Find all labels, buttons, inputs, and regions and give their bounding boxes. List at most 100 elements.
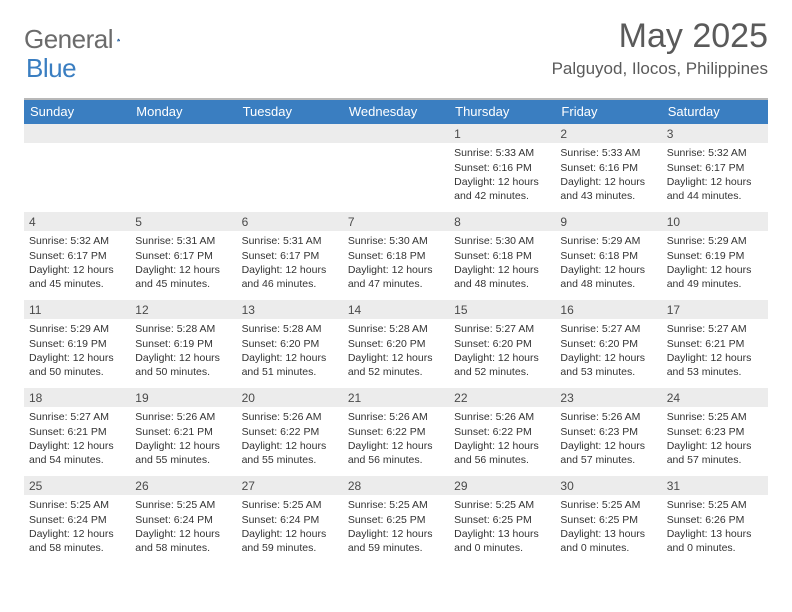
day-number: 23 xyxy=(555,388,661,407)
sunrise-text: Sunrise: 5:31 AM xyxy=(135,234,231,248)
sunrise-text: Sunrise: 5:30 AM xyxy=(348,234,444,248)
day-cell: 14Sunrise: 5:28 AMSunset: 6:20 PMDayligh… xyxy=(343,300,449,388)
sunset-text: Sunset: 6:23 PM xyxy=(560,425,656,439)
day-cell xyxy=(343,124,449,212)
day-cell: 22Sunrise: 5:26 AMSunset: 6:22 PMDayligh… xyxy=(449,388,555,476)
sunset-text: Sunset: 6:21 PM xyxy=(135,425,231,439)
sunset-text: Sunset: 6:26 PM xyxy=(667,513,763,527)
week-row: 11Sunrise: 5:29 AMSunset: 6:19 PMDayligh… xyxy=(24,300,768,388)
daylight-text: Daylight: 12 hours and 56 minutes. xyxy=(454,439,550,467)
day-number: 8 xyxy=(449,212,555,231)
sunrise-text: Sunrise: 5:25 AM xyxy=(29,498,125,512)
day-details: Sunrise: 5:29 AMSunset: 6:18 PMDaylight:… xyxy=(555,231,661,295)
brand-logo: General xyxy=(24,24,143,55)
sunset-text: Sunset: 6:24 PM xyxy=(135,513,231,527)
weekday-header: Thursday xyxy=(449,100,555,124)
daylight-text: Daylight: 12 hours and 52 minutes. xyxy=(348,351,444,379)
daylight-text: Daylight: 12 hours and 44 minutes. xyxy=(667,175,763,203)
day-number: 4 xyxy=(24,212,130,231)
day-number xyxy=(130,124,236,143)
sunrise-text: Sunrise: 5:29 AM xyxy=(560,234,656,248)
daylight-text: Daylight: 12 hours and 58 minutes. xyxy=(135,527,231,555)
day-details: Sunrise: 5:31 AMSunset: 6:17 PMDaylight:… xyxy=(130,231,236,295)
sunset-text: Sunset: 6:19 PM xyxy=(29,337,125,351)
day-cell: 2Sunrise: 5:33 AMSunset: 6:16 PMDaylight… xyxy=(555,124,661,212)
daylight-text: Daylight: 12 hours and 54 minutes. xyxy=(29,439,125,467)
sunrise-text: Sunrise: 5:27 AM xyxy=(29,410,125,424)
daylight-text: Daylight: 12 hours and 48 minutes. xyxy=(560,263,656,291)
daylight-text: Daylight: 12 hours and 48 minutes. xyxy=(454,263,550,291)
day-cell: 28Sunrise: 5:25 AMSunset: 6:25 PMDayligh… xyxy=(343,476,449,564)
sunset-text: Sunset: 6:25 PM xyxy=(454,513,550,527)
day-details: Sunrise: 5:25 AMSunset: 6:25 PMDaylight:… xyxy=(449,495,555,559)
day-cell: 6 Sunrise: 5:31 AMSunset: 6:17 PMDaylight… xyxy=(237,212,343,300)
sunrise-text: Sunrise: 5:26 AM xyxy=(348,410,444,424)
sunrise-text: Sunrise: 5:31 AM xyxy=(242,234,338,248)
day-details: Sunrise: 5:27 AMSunset: 6:20 PMDaylight:… xyxy=(555,319,661,383)
day-details xyxy=(343,143,449,150)
day-cell: 7Sunrise: 5:30 AMSunset: 6:18 PMDaylight… xyxy=(343,212,449,300)
day-number: 2 xyxy=(555,124,661,143)
day-details: Sunrise: 5:25 AMSunset: 6:24 PMDaylight:… xyxy=(130,495,236,559)
daylight-text: Daylight: 12 hours and 45 minutes. xyxy=(135,263,231,291)
title-block: May 2025 Palguyod, Ilocos, Philippines xyxy=(552,18,768,79)
weekday-header: Tuesday xyxy=(237,100,343,124)
day-cell: 16Sunrise: 5:27 AMSunset: 6:20 PMDayligh… xyxy=(555,300,661,388)
day-cell xyxy=(130,124,236,212)
day-details: Sunrise: 5:25 AMSunset: 6:24 PMDaylight:… xyxy=(24,495,130,559)
sunset-text: Sunset: 6:25 PM xyxy=(348,513,444,527)
weekday-header: Monday xyxy=(130,100,236,124)
day-number xyxy=(343,124,449,143)
sunrise-text: Sunrise: 5:27 AM xyxy=(454,322,550,336)
week-row: 1Sunrise: 5:33 AMSunset: 6:16 PMDaylight… xyxy=(24,124,768,212)
day-details: Sunrise: 5:28 AMSunset: 6:19 PMDaylight:… xyxy=(130,319,236,383)
brand-word-1: General xyxy=(24,24,113,55)
daylight-text: Daylight: 12 hours and 46 minutes. xyxy=(242,263,338,291)
day-number: 6 xyxy=(237,212,343,231)
day-cell: 4Sunrise: 5:32 AMSunset: 6:17 PMDaylight… xyxy=(24,212,130,300)
day-cell: 9Sunrise: 5:29 AMSunset: 6:18 PMDaylight… xyxy=(555,212,661,300)
day-cell: 12Sunrise: 5:28 AMSunset: 6:19 PMDayligh… xyxy=(130,300,236,388)
day-cell: 31Sunrise: 5:25 AMSunset: 6:26 PMDayligh… xyxy=(662,476,768,564)
sunrise-text: Sunrise: 5:27 AM xyxy=(560,322,656,336)
week-row: 25Sunrise: 5:25 AMSunset: 6:24 PMDayligh… xyxy=(24,476,768,564)
brand-word-2: Blue xyxy=(26,53,76,83)
month-title: May 2025 xyxy=(552,18,768,55)
sunrise-text: Sunrise: 5:25 AM xyxy=(454,498,550,512)
day-cell: 30Sunrise: 5:25 AMSunset: 6:25 PMDayligh… xyxy=(555,476,661,564)
day-details: Sunrise: 5:27 AMSunset: 6:21 PMDaylight:… xyxy=(24,407,130,471)
location-subtitle: Palguyod, Ilocos, Philippines xyxy=(552,59,768,79)
day-cell: 21Sunrise: 5:26 AMSunset: 6:22 PMDayligh… xyxy=(343,388,449,476)
sunset-text: Sunset: 6:20 PM xyxy=(560,337,656,351)
sunset-text: Sunset: 6:17 PM xyxy=(242,249,338,263)
day-number: 10 xyxy=(662,212,768,231)
daylight-text: Daylight: 12 hours and 47 minutes. xyxy=(348,263,444,291)
day-cell: 20Sunrise: 5:26 AMSunset: 6:22 PMDayligh… xyxy=(237,388,343,476)
daylight-text: Daylight: 12 hours and 55 minutes. xyxy=(135,439,231,467)
day-number: 26 xyxy=(130,476,236,495)
daylight-text: Daylight: 12 hours and 58 minutes. xyxy=(29,527,125,555)
sunset-text: Sunset: 6:22 PM xyxy=(348,425,444,439)
day-number: 24 xyxy=(662,388,768,407)
sunset-text: Sunset: 6:18 PM xyxy=(348,249,444,263)
day-number: 9 xyxy=(555,212,661,231)
weekday-header-row: Sunday Monday Tuesday Wednesday Thursday… xyxy=(24,100,768,124)
day-number: 13 xyxy=(237,300,343,319)
day-cell: 5Sunrise: 5:31 AMSunset: 6:17 PMDaylight… xyxy=(130,212,236,300)
sunset-text: Sunset: 6:19 PM xyxy=(135,337,231,351)
week-row: 4Sunrise: 5:32 AMSunset: 6:17 PMDaylight… xyxy=(24,212,768,300)
daylight-text: Daylight: 12 hours and 55 minutes. xyxy=(242,439,338,467)
day-number: 16 xyxy=(555,300,661,319)
day-number: 11 xyxy=(24,300,130,319)
day-details: Sunrise: 5:25 AMSunset: 6:24 PMDaylight:… xyxy=(237,495,343,559)
day-cell: 17Sunrise: 5:27 AMSunset: 6:21 PMDayligh… xyxy=(662,300,768,388)
sunset-text: Sunset: 6:17 PM xyxy=(29,249,125,263)
weekday-header: Sunday xyxy=(24,100,130,124)
day-details: Sunrise: 5:29 AMSunset: 6:19 PMDaylight:… xyxy=(24,319,130,383)
sunrise-text: Sunrise: 5:25 AM xyxy=(667,410,763,424)
day-details: Sunrise: 5:32 AMSunset: 6:17 PMDaylight:… xyxy=(24,231,130,295)
sunset-text: Sunset: 6:18 PM xyxy=(454,249,550,263)
day-number: 19 xyxy=(130,388,236,407)
brand-mark-icon xyxy=(117,31,120,49)
daylight-text: Daylight: 12 hours and 53 minutes. xyxy=(560,351,656,379)
